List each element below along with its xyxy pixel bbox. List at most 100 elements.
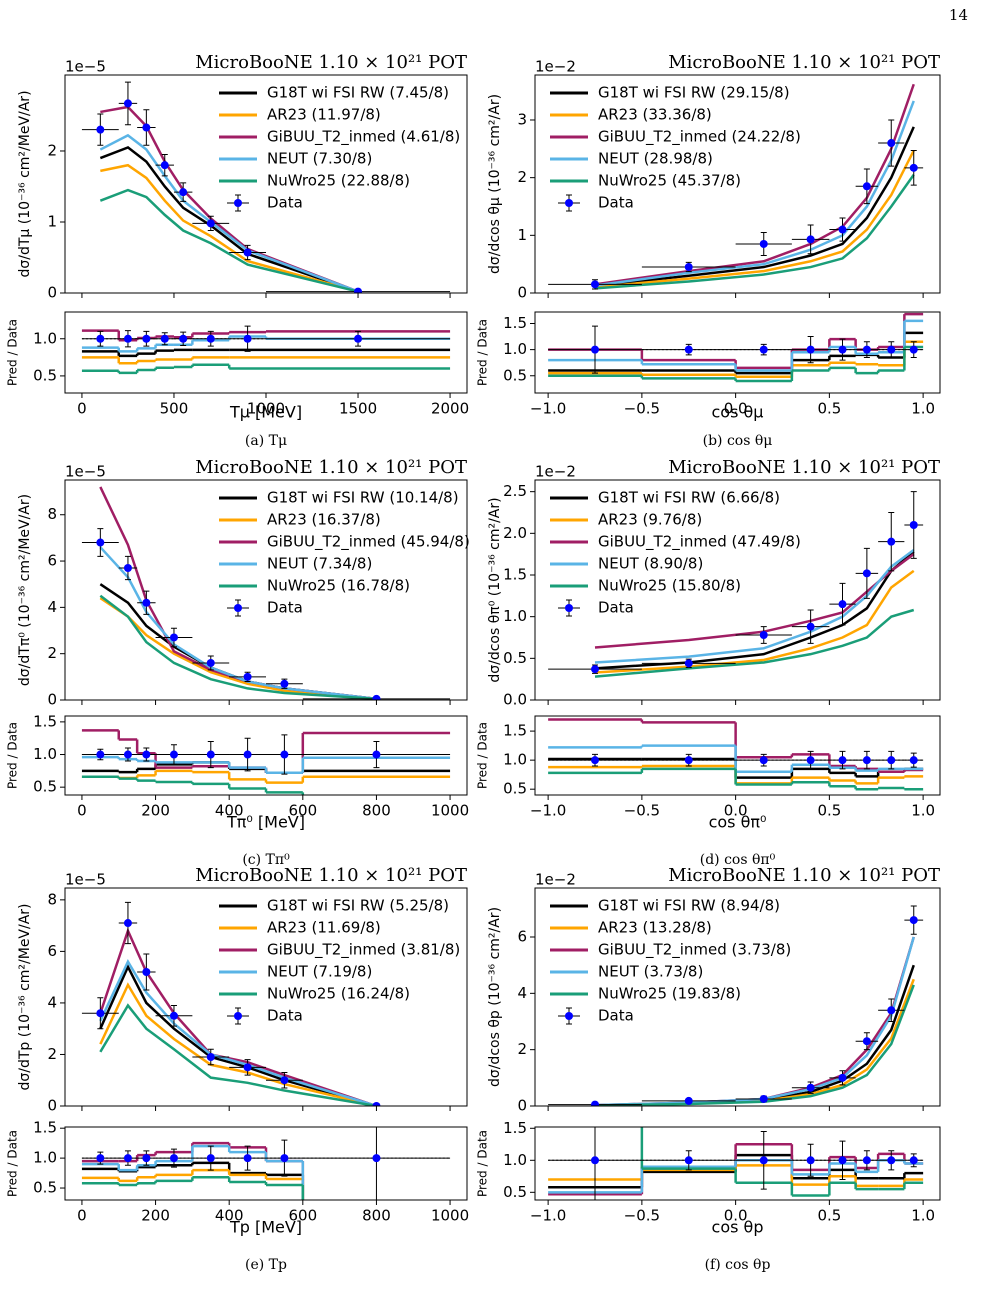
data-point — [759, 345, 768, 354]
data-point — [909, 916, 918, 925]
x-tick-label: 0 — [77, 400, 87, 418]
data-point — [123, 919, 132, 928]
x-tick-label: 1000 — [247, 400, 285, 418]
y-tick-label: 0 — [47, 284, 57, 302]
data-point — [591, 280, 599, 289]
y-axis-label: dσ/dTπ⁰ (10⁻³⁶ cm²/MeV/Ar) — [17, 494, 33, 686]
data-point — [887, 537, 896, 546]
data-point — [862, 1156, 871, 1165]
model-line — [594, 550, 915, 670]
y-tick-label: 1.0 — [33, 329, 57, 347]
y-axis-label: dσ/dTp (10⁻³⁶ cm²/MeV/Ar) — [17, 903, 33, 1090]
legend-label: NEUT (3.73/8) — [598, 963, 703, 981]
y-tick-label: 2 — [517, 1040, 527, 1058]
legend-label: AR23 (16.37/8) — [267, 511, 381, 529]
y-tick-label: 2 — [47, 644, 57, 662]
y-tick-label: 6 — [517, 928, 527, 946]
data-point — [887, 1156, 896, 1165]
caption: (b) cos θμ — [703, 433, 773, 449]
data-point — [372, 694, 381, 700]
legend-label: G18T wi FSI RW (7.45/8) — [267, 84, 449, 102]
data-point — [354, 287, 363, 293]
data-point — [179, 334, 188, 343]
y-tick-label: 2.0 — [503, 524, 527, 542]
x-tick-label: 2000 — [431, 400, 469, 418]
main-plot-area — [548, 491, 924, 678]
data-point — [759, 1156, 768, 1165]
data-point — [684, 1156, 693, 1165]
offset-label: 1e−5 — [65, 871, 106, 889]
y-tick-label: 1.5 — [503, 566, 527, 584]
data-point — [838, 1156, 847, 1165]
x-tick-label: 0.0 — [724, 400, 748, 418]
model-line — [594, 149, 915, 289]
step-riser — [640, 347, 906, 381]
legend-label: AR23 (9.76/8) — [598, 511, 702, 529]
step-riser — [640, 768, 906, 790]
data-point — [838, 756, 847, 765]
legend-label: NuWro25 (19.83/8) — [598, 985, 741, 1003]
data-point — [206, 334, 215, 343]
caption: (e) Tp — [245, 1257, 287, 1273]
data-point — [354, 334, 363, 343]
x-tick-label: 800 — [362, 802, 391, 820]
y-tick-label: 1 — [47, 212, 57, 230]
x-tick-label: 500 — [160, 400, 189, 418]
data-point — [684, 263, 693, 272]
data-point — [684, 659, 693, 668]
chart-title: MicroBooNE 1.10 × 10²¹ POT — [195, 865, 467, 886]
y-tick-label: 2 — [47, 141, 57, 159]
y-tick-label: 8 — [47, 890, 57, 908]
data-point — [806, 1156, 815, 1165]
legend-label: NEUT (8.90/8) — [598, 555, 703, 573]
x-axis-label: Tμ [MeV] — [229, 403, 302, 422]
data-point — [838, 600, 847, 609]
model-line — [99, 963, 377, 1106]
legend-label: G18T wi FSI RW (10.14/8) — [267, 489, 459, 507]
data-point — [169, 750, 178, 759]
data-point — [591, 345, 599, 354]
y-tick-label: 1.0 — [503, 607, 527, 625]
y-tick-label: 1.0 — [33, 1149, 57, 1167]
x-tick-label: −1.0 — [530, 802, 566, 820]
model-line — [594, 548, 915, 664]
y-tick-label: 3 — [517, 110, 527, 128]
legend-swatch — [234, 604, 242, 612]
ratio-plot-area — [81, 729, 451, 795]
x-tick-label: 1500 — [339, 400, 377, 418]
chart-title: MicroBooNE 1.10 × 10²¹ POT — [668, 865, 940, 886]
data-point — [684, 345, 693, 354]
data-point — [243, 334, 252, 343]
x-tick-label: 400 — [215, 802, 244, 820]
axes-frame — [64, 887, 468, 1107]
data-point — [96, 334, 105, 343]
data-point — [169, 1154, 178, 1163]
x-tick-label: −0.5 — [624, 802, 660, 820]
data-point — [806, 235, 815, 244]
data-point — [372, 1154, 381, 1163]
y-axis-label: dσ/dcos θp (10⁻³⁶ cm²/Ar) — [487, 907, 503, 1087]
legend-label: NuWro25 (16.24/8) — [267, 985, 410, 1003]
legend-label: NuWro25 (16.78/8) — [267, 577, 410, 595]
data-point — [759, 239, 768, 248]
main-plot-area — [81, 486, 451, 700]
model-line — [594, 936, 915, 1106]
step-riser — [117, 349, 176, 356]
axes-frame — [534, 311, 941, 394]
data-point — [887, 1006, 896, 1015]
data-point — [243, 1154, 252, 1163]
data-point — [909, 345, 918, 354]
data-point — [280, 679, 289, 688]
data-point — [806, 622, 815, 631]
x-tick-label: −0.5 — [624, 400, 660, 418]
x-tick-label: 600 — [288, 802, 317, 820]
data-point — [862, 345, 871, 354]
legend-label: Data — [267, 599, 303, 617]
data-point — [96, 538, 105, 547]
y-tick-label: 1.0 — [503, 1151, 527, 1169]
y-axis-label: dσ/dcos θμ (10⁻³⁶ cm²/Ar) — [487, 94, 503, 274]
x-axis-label: Tp [MeV] — [229, 1218, 302, 1237]
legend-label: GiBUU_T2_inmed (3.73/8) — [598, 941, 791, 960]
model-line — [594, 569, 915, 674]
x-tick-label: 1.0 — [911, 400, 935, 418]
